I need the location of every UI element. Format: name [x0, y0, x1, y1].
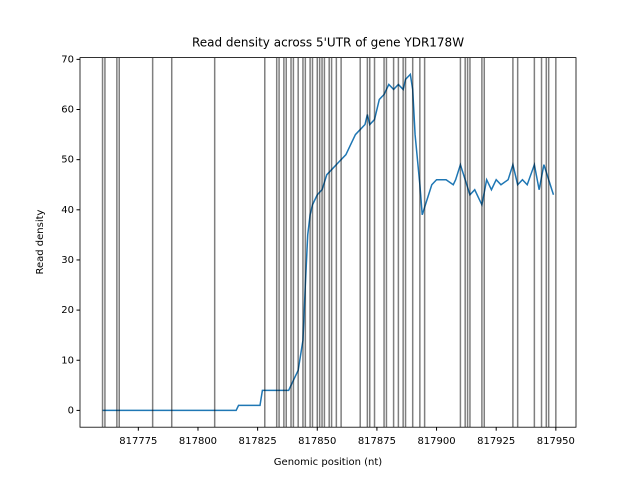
x-tick-label: 817800 — [179, 436, 217, 447]
y-tick-label: 60 — [61, 105, 74, 116]
x-tick-label: 817825 — [239, 436, 277, 447]
y-tick-label: 40 — [61, 205, 74, 216]
y-tick-label: 10 — [61, 355, 74, 366]
plot-frame — [79, 57, 577, 428]
y-tick-label: 0 — [68, 405, 74, 416]
y-tick-label: 70 — [61, 54, 74, 65]
chart-title: Read density across 5'UTR of gene YDR178… — [192, 36, 464, 50]
x-tick-label: 817900 — [417, 436, 455, 447]
x-axis-label: Genomic position (nt) — [274, 457, 383, 468]
x-tick-label: 817875 — [358, 436, 396, 447]
x-tick-label: 817950 — [537, 436, 575, 447]
y-tick-label: 20 — [61, 305, 74, 316]
data-line — [102, 72, 555, 412]
y-tick-label: 50 — [61, 155, 74, 166]
x-tick-label: 817775 — [119, 436, 157, 447]
x-tick-label: 817850 — [298, 436, 336, 447]
y-axis-label: Read density — [35, 209, 46, 274]
x-tick-label: 817925 — [477, 436, 515, 447]
y-tick-label: 30 — [61, 255, 74, 266]
